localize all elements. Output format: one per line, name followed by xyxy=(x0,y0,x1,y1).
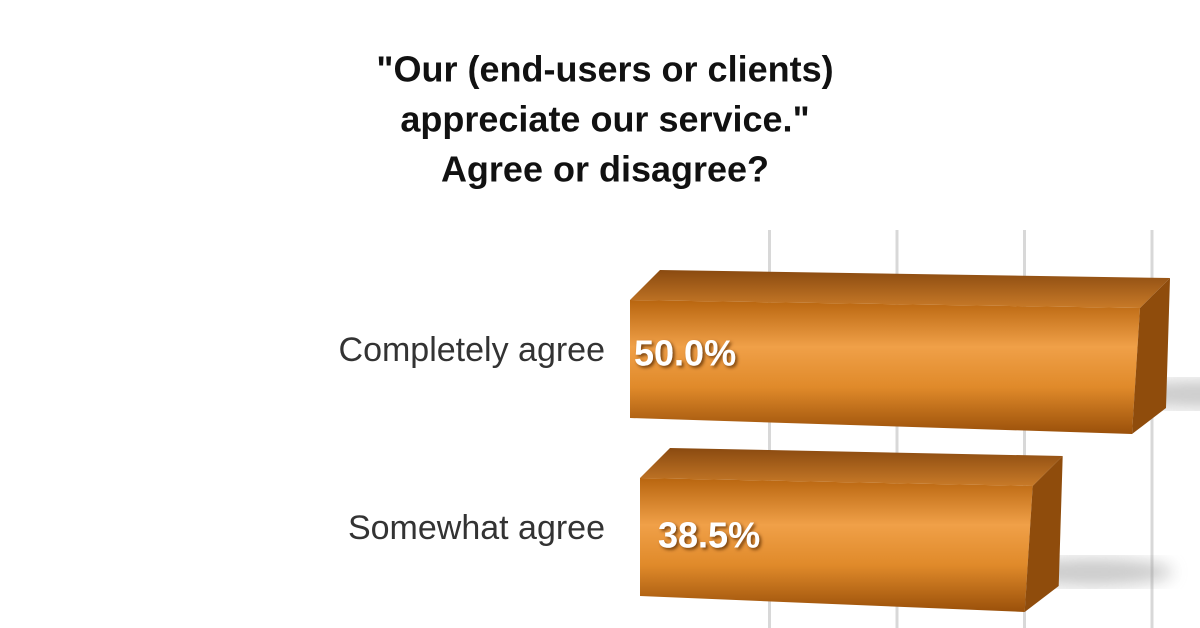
chart-title: appreciate our service." xyxy=(400,99,809,140)
category-label: Somewhat agree xyxy=(348,509,605,547)
bar-end xyxy=(1024,456,1063,612)
bar-end xyxy=(1132,278,1170,434)
chart-title: Agree or disagree? xyxy=(441,149,769,190)
bars: Completely agree 50.0% Somewhat agree 38.5% xyxy=(339,270,1200,612)
title: "Our (end-users or clients) appreciate ou… xyxy=(376,49,833,190)
value-label: 38.5% xyxy=(658,515,760,556)
bar xyxy=(640,448,1173,612)
bar xyxy=(630,270,1200,434)
category-label: Completely agree xyxy=(339,331,605,369)
bar-top xyxy=(640,448,1063,486)
chart-title: "Our (end-users or clients) xyxy=(376,49,833,90)
bar-front xyxy=(640,478,1033,612)
value-label: 50.0% xyxy=(634,333,736,374)
bar-top xyxy=(630,270,1170,308)
bar-front xyxy=(630,300,1140,434)
